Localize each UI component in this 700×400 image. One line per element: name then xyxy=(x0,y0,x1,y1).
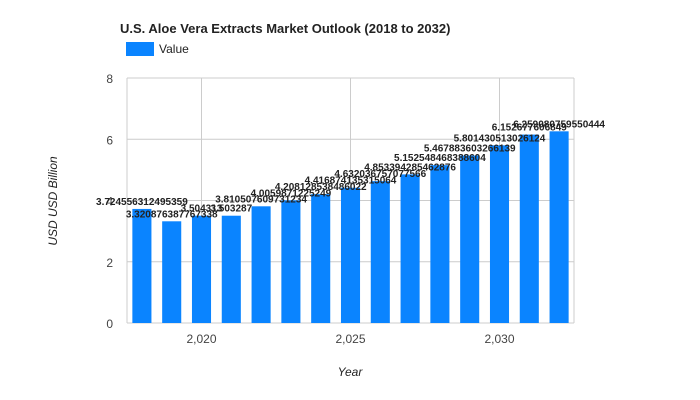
bar[interactable] xyxy=(132,208,152,323)
x-tick-label: 2,020 xyxy=(186,332,216,346)
y-tick-label: 2 xyxy=(106,256,113,270)
legend-label: Value xyxy=(159,42,189,56)
x-tick-label: 2,030 xyxy=(484,332,514,346)
data-label: 3.503287 xyxy=(210,204,252,215)
bar[interactable] xyxy=(549,131,569,323)
legend[interactable]: Value xyxy=(126,42,189,56)
bar[interactable] xyxy=(489,145,510,323)
data-label: 4.416874135315064 xyxy=(305,176,397,187)
x-tick-label: 2,025 xyxy=(335,332,365,346)
bar[interactable] xyxy=(430,165,450,323)
x-axis-title: Year xyxy=(338,365,364,379)
data-label: 5.467883603266139 xyxy=(424,144,516,155)
bar[interactable] xyxy=(519,134,539,323)
bar[interactable] xyxy=(281,200,301,323)
bar[interactable] xyxy=(400,174,420,323)
data-label: 3.320876387767338 xyxy=(126,209,218,220)
y-tick-label: 6 xyxy=(106,133,113,147)
y-axis-ticks: 0 2 4 6 8 xyxy=(106,72,113,331)
data-label: 3.724556312495359 xyxy=(96,197,188,208)
bars xyxy=(132,131,569,323)
bar[interactable] xyxy=(251,206,271,323)
y-tick-label: 0 xyxy=(106,317,113,331)
data-label: 5.152548468388604 xyxy=(394,153,486,164)
y-tick-label: 8 xyxy=(106,72,113,86)
legend-swatch xyxy=(126,42,154,56)
data-label: 3.810507609731234 xyxy=(215,194,307,205)
data-label: 4.632036757077566 xyxy=(334,169,426,180)
data-label: 3.504313 xyxy=(181,204,223,215)
bar[interactable] xyxy=(221,215,241,323)
y-axis-title: USD USD Billion xyxy=(46,156,60,246)
y-tick-label: 4 xyxy=(106,195,113,209)
chart-title: U.S. Aloe Vera Extracts Market Outlook (… xyxy=(120,21,450,36)
data-label: 4.208128538486022 xyxy=(275,182,367,193)
data-label: 6.152677606849 xyxy=(492,123,568,134)
bar[interactable] xyxy=(191,215,212,323)
data-label: 4.853394285462876 xyxy=(364,162,456,173)
data-labels: 3.7245563124953593.3208763877673383.5043… xyxy=(96,119,605,220)
x-axis-ticks: 2,020 2,025 2,030 xyxy=(186,332,514,346)
bar[interactable] xyxy=(370,181,390,323)
data-label: 6.259080759550444 xyxy=(513,119,605,130)
data-label: 5.801430513026124 xyxy=(454,133,546,144)
data-label: 4.0059871225249 xyxy=(251,188,332,199)
bar[interactable] xyxy=(340,187,361,323)
bar[interactable] xyxy=(311,194,331,323)
bar[interactable] xyxy=(162,221,182,323)
bar[interactable] xyxy=(460,155,480,323)
